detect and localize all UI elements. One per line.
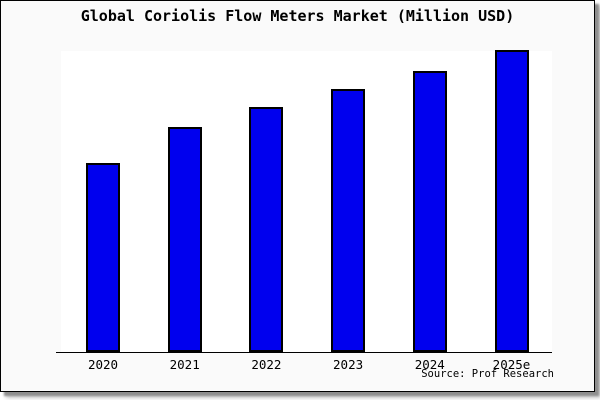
bar-2020 <box>86 163 120 352</box>
x-tick-label-2023: 2023 <box>333 357 364 372</box>
bar-2025e <box>494 50 529 352</box>
x-tick-label-2022: 2022 <box>251 357 282 372</box>
bar-2023 <box>331 88 366 352</box>
x-tick-label-2021: 2021 <box>169 357 200 372</box>
x-tick-label-2024: 2024 <box>414 357 445 372</box>
source-note: Source: Prof Research <box>421 368 554 380</box>
bar-2021 <box>167 126 202 352</box>
bar-2024 <box>412 70 447 352</box>
bar-2022 <box>249 107 284 352</box>
x-tick-label-2020: 2020 <box>87 357 119 372</box>
chart-title: Global Coriolis Flow Meters Market (Mill… <box>80 7 515 25</box>
chart-card: Global Coriolis Flow Meters Market (Mill… <box>0 0 595 392</box>
x-axis-line <box>56 352 552 353</box>
x-tick-label-2025e: 2025e <box>492 357 531 372</box>
plot-area <box>61 51 552 352</box>
